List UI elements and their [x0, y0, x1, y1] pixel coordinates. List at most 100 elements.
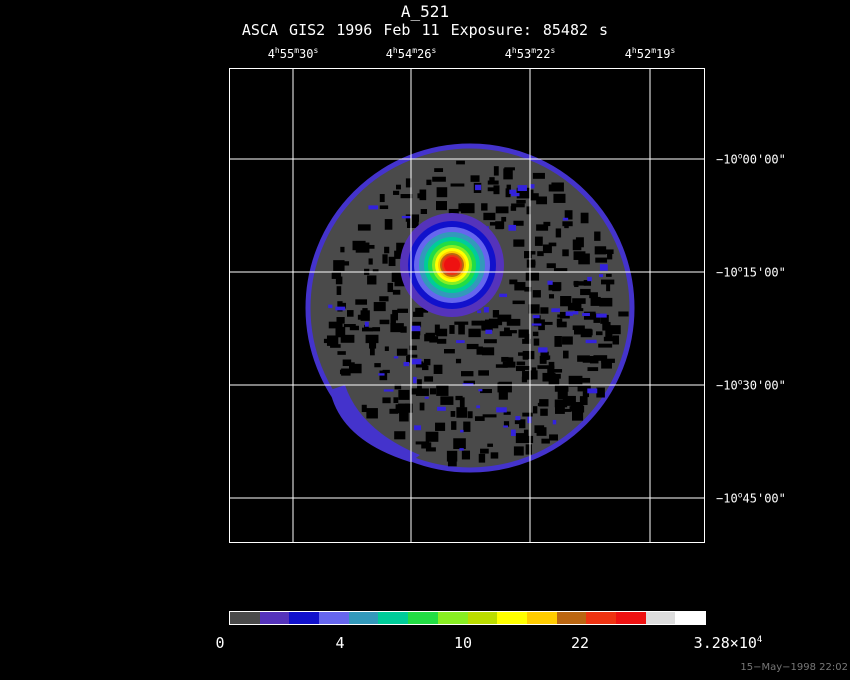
noise-patch — [409, 345, 417, 351]
faint-emission — [414, 425, 422, 431]
noise-patch — [423, 358, 431, 366]
faint-emission — [459, 448, 464, 451]
noise-patch — [536, 224, 549, 231]
noise-patch — [513, 446, 524, 456]
noise-patch — [411, 388, 421, 395]
noise-patch — [397, 308, 408, 313]
noise-patch — [603, 336, 618, 342]
noise-patch — [476, 346, 483, 355]
noise-patch — [499, 331, 512, 337]
dec-tick-label: −10o15'00" — [716, 264, 786, 280]
noise-patch — [379, 194, 385, 203]
noise-patch — [553, 268, 568, 272]
noise-patch — [501, 216, 507, 222]
colorbar-swatch — [556, 612, 587, 624]
noise-patch — [599, 297, 613, 307]
noise-patch — [502, 361, 516, 368]
noise-patch — [391, 271, 406, 282]
noise-patch — [337, 351, 346, 355]
noise-patch — [336, 317, 345, 324]
noise-patch — [560, 296, 572, 307]
noise-patch — [518, 329, 529, 338]
noise-patch — [522, 412, 533, 417]
noise-patch — [433, 364, 443, 374]
noise-patch — [554, 385, 569, 392]
noise-patch — [367, 275, 377, 285]
noise-patch — [443, 349, 455, 354]
noise-patch — [572, 298, 586, 304]
noise-patch — [605, 327, 613, 337]
noise-patch — [524, 251, 532, 259]
colorbar-swatch — [645, 612, 676, 624]
faint-emission — [401, 215, 412, 219]
noise-patch — [525, 444, 532, 455]
ra-tick-label: 4h54m26s — [385, 46, 437, 61]
noise-patch — [478, 453, 486, 463]
noise-patch — [548, 282, 562, 291]
noise-patch — [461, 203, 475, 214]
colorbar-swatch — [467, 612, 498, 624]
noise-patch — [474, 416, 485, 421]
noise-patch — [392, 289, 401, 295]
noise-patch — [419, 402, 425, 411]
noise-patch — [572, 409, 584, 421]
noise-patch — [495, 206, 509, 214]
noise-patch — [369, 345, 375, 356]
noise-patch — [513, 239, 525, 247]
faint-emission — [527, 416, 532, 424]
noise-patch — [484, 339, 497, 344]
noise-patch — [447, 455, 457, 467]
noise-patch — [606, 281, 611, 292]
faint-emission — [503, 425, 508, 428]
noise-patch — [467, 411, 473, 419]
faint-emission — [328, 304, 333, 309]
noise-patch — [540, 307, 549, 314]
noise-patch — [478, 370, 490, 376]
colorbar-swatch — [675, 612, 705, 624]
noise-patch — [355, 299, 368, 305]
noise-patch — [569, 406, 583, 412]
noise-patch — [495, 364, 508, 368]
noise-patch — [413, 311, 424, 317]
noise-patch — [397, 403, 410, 408]
noise-patch — [373, 302, 386, 312]
noise-patch — [484, 319, 491, 329]
detector-rim — [305, 143, 635, 473]
noise-patch — [504, 167, 515, 171]
noise-patch — [560, 408, 572, 412]
colorbar-swatch — [348, 612, 379, 624]
noise-patch — [365, 334, 379, 344]
noise-patch — [583, 280, 592, 286]
noise-patch — [557, 388, 568, 400]
noise-patch — [382, 254, 388, 264]
faint-emission — [410, 325, 421, 332]
ra-tick-label: 4h55m30s — [267, 46, 319, 61]
colorbar-swatch — [259, 612, 290, 624]
faint-emission — [547, 280, 553, 285]
noise-patch — [330, 344, 341, 348]
dec-tick-label: −10o30'00" — [716, 377, 786, 393]
noise-patch — [379, 296, 389, 302]
noise-patch — [542, 244, 552, 254]
faint-emission — [335, 306, 346, 311]
faint-emission — [511, 193, 520, 197]
faint-emission — [483, 306, 489, 313]
noise-patch — [525, 271, 540, 281]
noise-patch — [551, 182, 564, 192]
dec-tick-label: −10o00'00" — [716, 151, 786, 167]
noise-patch — [459, 397, 465, 408]
noise-patch — [582, 356, 594, 363]
noise-patch — [458, 324, 465, 335]
noise-patch — [522, 354, 529, 360]
noise-patch — [361, 327, 373, 332]
noise-patch — [548, 242, 557, 247]
faint-emission — [562, 217, 569, 221]
noise-patch — [340, 246, 345, 253]
faint-emission — [585, 339, 597, 344]
noise-patch — [372, 327, 381, 332]
noise-patch — [483, 212, 496, 221]
noise-patch — [339, 369, 346, 375]
noise-patch — [506, 357, 514, 365]
noise-patch — [546, 263, 556, 269]
noise-patch — [493, 166, 499, 176]
